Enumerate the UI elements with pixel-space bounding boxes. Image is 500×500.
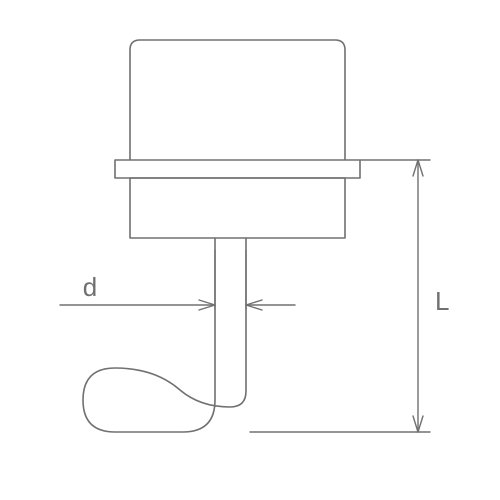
hook: [83, 238, 246, 432]
dimension-d-label: d: [83, 272, 97, 302]
dimension-l: L: [250, 160, 449, 432]
housing: [115, 40, 360, 238]
dimension-l-label: L: [435, 286, 449, 316]
dimension-d: d: [60, 250, 295, 310]
technical-drawing: dL: [0, 0, 500, 500]
